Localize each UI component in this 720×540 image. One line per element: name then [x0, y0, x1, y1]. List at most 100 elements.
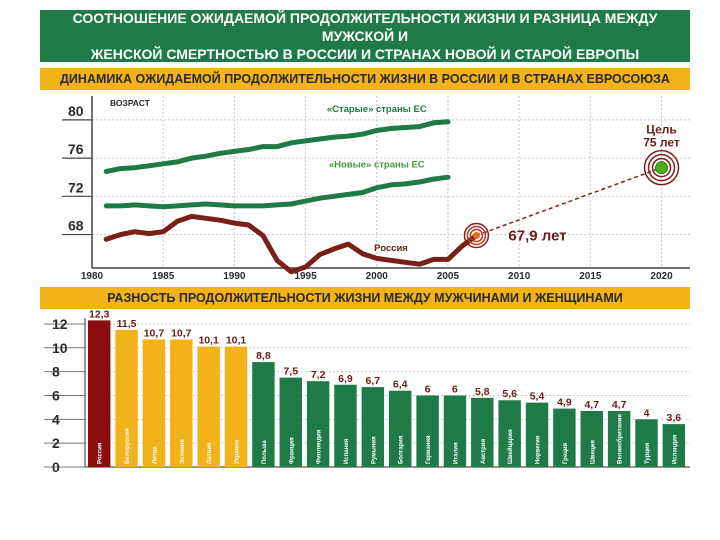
bar-chart: 0 2 4 6 8 10 12 12,3 Россия 11,5 Белоруссия 10,7 Лит… [44, 308, 690, 475]
bar-value-label: 4,7 [612, 399, 627, 411]
slide-title-line-2: ЖЕНСКОЙ СМЕРТНОСТЬЮ В РОССИИ И СТРАНАХ Н… [90, 46, 640, 62]
bar [306, 381, 330, 467]
bar-value-label: 10,7 [144, 327, 165, 339]
bar [197, 346, 220, 467]
bar [88, 320, 111, 467]
target-point [655, 161, 669, 175]
y-tick-label: 80 [68, 103, 84, 119]
line-chart: 68 72 76 80 ВОЗРАСТ 1980 1985 1990 1995 2000 2005 2… [62, 96, 690, 282]
y-tick-label: 4 [52, 411, 60, 427]
target-label: Цель [646, 123, 677, 137]
slide-title: СООТНОШЕНИЕ ОЖИДАЕМОЙ ПРОДОЛЖИТЕЛЬНОСТИ … [40, 10, 690, 62]
bar-category-label: Турция [645, 442, 651, 464]
x-tick-label: 2005 [437, 271, 460, 282]
bar [115, 329, 138, 467]
bar-category-label: Греция [563, 442, 569, 464]
bar-category-label: Италия [453, 442, 459, 464]
bar [662, 424, 686, 467]
bar-category-label: Франция [289, 437, 295, 464]
bar-value-label: 7,5 [283, 366, 298, 378]
target-point-ring [643, 149, 680, 186]
y-tick-label: 0 [52, 459, 60, 475]
bar-category-label: Польша [262, 440, 268, 464]
forecast-line [476, 166, 662, 237]
bar-chart-title: РАЗНОСТЬ ПРОДОЛЖИТЕЛЬНОСТИ ЖИЗНИ МЕЖДУ М… [40, 287, 690, 309]
bar [334, 384, 357, 467]
bar-category-label: Финляндия [317, 429, 323, 464]
bar [471, 397, 494, 467]
bar-value-label: 8,8 [256, 350, 271, 362]
bar-category-label: Швеция [590, 440, 596, 464]
bar-category-label: Швейцария [507, 429, 514, 464]
bar [607, 410, 631, 467]
y-tick-label: 76 [68, 141, 84, 157]
bar-category-label: Россия [98, 442, 104, 464]
bar-value-label: 6,9 [338, 373, 353, 385]
bar-category-label: Украина [235, 439, 241, 464]
bar [443, 395, 467, 467]
bar-category-label: Великобритания [617, 414, 624, 464]
current-point-ring [463, 222, 490, 249]
y-tick-label: 2 [52, 435, 60, 451]
x-tick-label: 1980 [81, 271, 104, 282]
x-tick-label: 2020 [650, 271, 673, 282]
bar-value-label: 3,6 [667, 412, 682, 424]
bar-value-label: 4,9 [557, 397, 572, 409]
bar [389, 390, 412, 467]
bar [580, 410, 603, 467]
bar-category-label: Эстония [180, 439, 186, 464]
bar-value-label: 4,7 [584, 399, 599, 411]
bar-value-label: 6,4 [393, 379, 408, 391]
series-line [103, 119, 451, 174]
bar-value-label: 5,6 [502, 388, 517, 400]
bar-value-label: 10,1 [226, 335, 247, 347]
bar-category-label: Белоруссия [125, 428, 131, 464]
bar [142, 339, 166, 467]
series-line [103, 174, 451, 210]
bar-category-label: Испания [344, 438, 350, 464]
current-point [472, 232, 480, 240]
series-label: «Старые» страны ЕС [327, 104, 427, 115]
bar-value-label: 6 [452, 383, 458, 395]
x-tick-label: 2010 [508, 271, 531, 282]
series-line [103, 213, 479, 275]
bar [361, 387, 385, 467]
current-point-ring [469, 228, 484, 243]
y-tick-label: 72 [68, 179, 84, 195]
target-value-label: 75 лет [643, 136, 680, 150]
x-tick-label: 1995 [294, 271, 317, 282]
bar-category-label: Болгария [399, 435, 405, 464]
x-tick-label: 2015 [579, 271, 602, 282]
bar [635, 419, 658, 467]
y-tick-label: 8 [52, 364, 60, 380]
y-axis-title: ВОЗРАСТ [110, 98, 151, 108]
bar-category-label: Германия [426, 435, 432, 464]
series-label: «Новые» страны ЕС [329, 160, 425, 171]
bar-value-label: 5,4 [530, 391, 545, 403]
current-value-label: 67,9 лет [508, 228, 566, 245]
bar [279, 377, 302, 467]
bar [498, 400, 521, 467]
bar-value-label: 6 [425, 383, 431, 395]
bar-category-label: Латвия [207, 442, 213, 464]
bar [525, 402, 549, 467]
bar-value-label: 10,7 [171, 327, 192, 339]
bar-value-label: 12,3 [89, 308, 110, 320]
slide-title-line-1: СООТНОШЕНИЕ ОЖИДАЕМОЙ ПРОДОЛЖИТЕЛЬНОСТИ … [72, 10, 658, 44]
bar [416, 395, 439, 467]
bar [224, 346, 248, 467]
y-tick-label: 10 [52, 340, 68, 356]
x-tick-label: 2000 [366, 271, 389, 282]
bar-category-label: Румыния [371, 436, 377, 464]
bar-value-label: 11,5 [117, 318, 137, 330]
y-tick-label: 12 [52, 316, 68, 332]
bar [170, 339, 193, 467]
bar-category-label: Австрия [481, 438, 487, 464]
bar-category-label: Исландия [672, 434, 678, 464]
line-chart-title: ДИНАМИКА ОЖИДАЕМОЙ ПРОДОЛЖИТЕЛЬНОСТИ ЖИЗ… [40, 68, 690, 90]
target-point-ring [651, 157, 672, 178]
y-tick-label: 68 [68, 218, 84, 234]
bar-value-label: 7,2 [311, 369, 326, 381]
bar [553, 408, 576, 467]
